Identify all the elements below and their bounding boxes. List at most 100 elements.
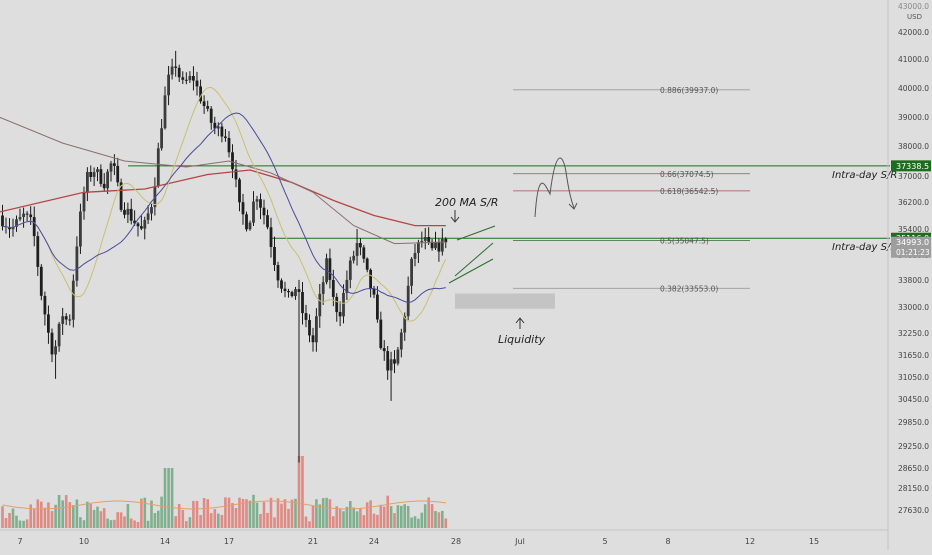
- volume-bar: [15, 515, 18, 528]
- volume-bar: [143, 497, 147, 528]
- candle-body: [96, 169, 99, 173]
- y-tick-label: 38000.0: [898, 142, 929, 151]
- candle-body: [126, 208, 130, 215]
- volume-bar: [262, 502, 266, 528]
- candle-body: [174, 66, 178, 68]
- volume-bar: [328, 499, 332, 528]
- candle-body: [39, 266, 43, 296]
- candle-body: [248, 222, 252, 230]
- candle-body: [342, 292, 345, 317]
- volume-bar: [266, 512, 269, 528]
- candle-body: [362, 247, 366, 259]
- candle-body: [163, 95, 167, 129]
- candle-body: [1, 215, 4, 227]
- candle-body: [352, 255, 356, 261]
- volume-bar: [423, 504, 427, 528]
- candle-body: [177, 67, 181, 78]
- volume-bar: [352, 507, 355, 528]
- candle-body: [119, 182, 123, 210]
- candle-body: [123, 209, 126, 215]
- candle-body: [328, 258, 332, 280]
- liquidity-label: Liquidity: [498, 333, 546, 346]
- volume-bar: [393, 513, 396, 528]
- volume-bar: [376, 514, 379, 528]
- fib-level-label: 0.5(35047.5): [660, 236, 709, 245]
- volume-bar: [355, 511, 359, 528]
- candle-body: [276, 265, 280, 281]
- candle-body: [199, 86, 202, 102]
- candle-body: [102, 183, 106, 189]
- volume-bar: [102, 508, 106, 528]
- candle-body: [25, 213, 29, 215]
- candle-body: [153, 186, 157, 208]
- volume-bar: [86, 501, 89, 528]
- candle-body: [181, 77, 185, 80]
- volume-bar: [167, 468, 170, 528]
- x-tick-label: 15: [809, 537, 819, 546]
- candle-body: [355, 243, 359, 256]
- x-tick-label: 14: [160, 537, 170, 546]
- y-tick-label: 39000.0: [898, 113, 929, 122]
- candle-body: [262, 207, 266, 216]
- candle-body: [393, 359, 396, 364]
- volume-bar: [11, 508, 15, 528]
- volume-bar: [163, 468, 167, 528]
- volume-ma-line: [2, 500, 446, 510]
- candle-body: [22, 213, 25, 217]
- candle-body: [224, 136, 227, 138]
- volume-bar: [217, 513, 220, 528]
- wedge-lines: [448, 225, 496, 284]
- candle-body: [32, 217, 36, 237]
- candle-body: [206, 106, 210, 109]
- volume-bar: [202, 498, 206, 528]
- volume-bar: [224, 497, 227, 528]
- volume-bar: [89, 503, 92, 528]
- volume-bar: [234, 508, 238, 528]
- volume-bar: [396, 505, 400, 528]
- ma-slow-line: [2, 112, 446, 304]
- y-tick-label: 42000.0: [898, 28, 929, 37]
- y-tick-label: 41000.0: [898, 55, 929, 64]
- fib-level-label: 0.886(39937.0): [660, 86, 718, 95]
- volume-bar: [43, 507, 47, 528]
- volume-bar: [146, 520, 150, 528]
- candle-body: [423, 237, 427, 241]
- volume-bar: [129, 518, 133, 528]
- candle-body: [297, 289, 301, 292]
- volume-bar: [195, 500, 199, 528]
- candle-body: [15, 219, 18, 227]
- volume-bar: [153, 513, 157, 528]
- volume-bar: [106, 518, 109, 528]
- candle-body: [99, 169, 103, 184]
- candle-body: [133, 220, 136, 224]
- candle-body: [280, 280, 283, 289]
- volume-bar: [140, 498, 143, 528]
- x-tick-label: 17: [224, 537, 234, 546]
- volume-bar: [444, 518, 448, 528]
- ma-arrow: [450, 210, 460, 223]
- candle-body: [220, 126, 224, 137]
- candle-body: [365, 258, 369, 270]
- y-tick-label: 35400.0: [898, 225, 929, 234]
- volume-bar: [406, 506, 410, 528]
- candle-body: [18, 217, 22, 220]
- volume-bar: [220, 514, 224, 528]
- candle-body: [376, 294, 379, 320]
- candle-body: [71, 280, 75, 320]
- candle-body: [440, 238, 444, 252]
- candle-body: [417, 242, 420, 253]
- candle-body: [321, 282, 325, 294]
- volume-bar: [437, 512, 441, 528]
- volume-bar: [75, 499, 79, 528]
- candle-body: [308, 320, 311, 336]
- volume-bar: [29, 504, 32, 528]
- candle-body: [92, 172, 96, 177]
- candle-body: [68, 319, 72, 321]
- candle-body: [427, 237, 431, 242]
- price-badge: [891, 236, 931, 258]
- fib-level-label: 0.382(33553.0): [660, 284, 718, 293]
- x-tick-label: 8: [665, 537, 670, 546]
- candle-body: [89, 172, 93, 177]
